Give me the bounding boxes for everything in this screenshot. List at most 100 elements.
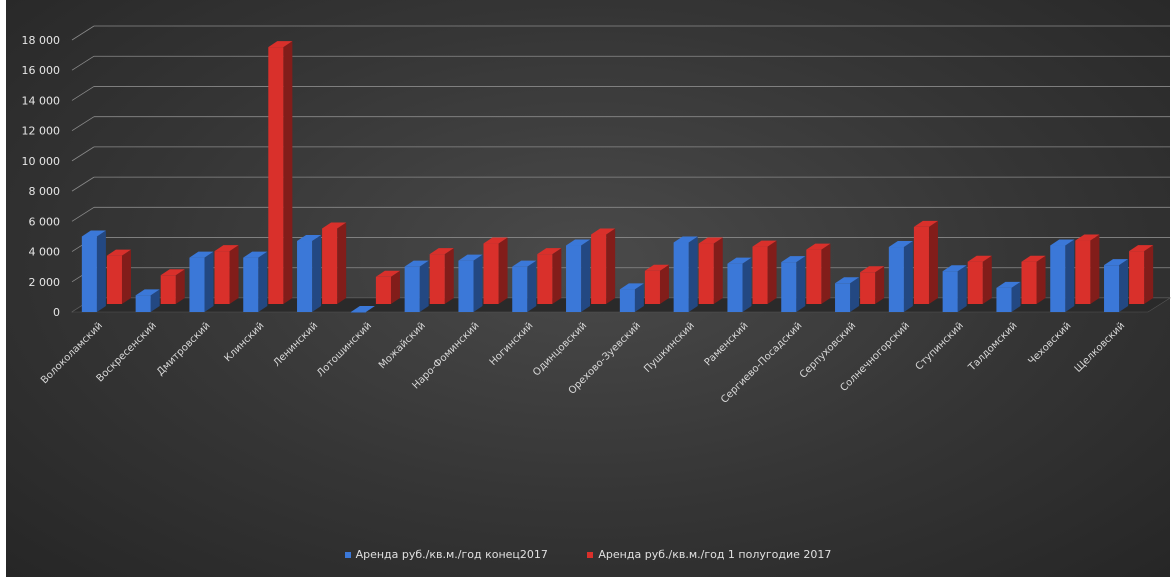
- gridline-depth: [71, 25, 95, 41]
- bar-series-1-side: [796, 256, 806, 312]
- bar-series-1: [243, 251, 268, 312]
- y-tick-label: 10 000: [22, 155, 61, 168]
- x-tick-label: Пушкинский: [642, 320, 697, 375]
- bar-series-2-side: [552, 248, 562, 304]
- x-tick-label: Клинский: [223, 320, 267, 364]
- y-tick-label: 18 000: [22, 34, 61, 47]
- x-tick-label: Воскресенский: [95, 320, 159, 384]
- bar-series-2: [698, 237, 723, 304]
- x-tick-label: Можайский: [377, 320, 428, 371]
- bar-series-1-side: [473, 254, 483, 312]
- bar-series-2-top: [752, 240, 777, 247]
- bar-series-2-side: [982, 255, 992, 304]
- bar-series-2: [268, 41, 293, 304]
- x-tick-label: Ступинский: [914, 320, 966, 372]
- bar-series-2-front: [214, 251, 230, 304]
- x-tick-label: Раменский: [703, 320, 751, 368]
- bar-series-2: [322, 222, 347, 304]
- bar-series-2-top: [806, 243, 831, 250]
- bar-series-2-side: [1090, 234, 1100, 304]
- gridline-depth: [71, 176, 95, 192]
- bar-series-2-front: [644, 270, 660, 304]
- bar-series-1: [512, 260, 537, 312]
- bar-series-1: [566, 239, 591, 312]
- bar-series-2: [644, 264, 669, 304]
- y-tick-label: 16 000: [22, 64, 61, 77]
- x-tick-label: Ногинский: [488, 320, 536, 368]
- bar-series-2-side: [713, 237, 723, 304]
- bar-series-2-top: [698, 237, 723, 244]
- bar-series-2-front: [752, 246, 768, 304]
- bar-series-1-top: [727, 257, 752, 264]
- bar-series-1-side: [150, 289, 160, 312]
- bar-series-1-front: [1050, 245, 1066, 312]
- bar-series-2: [1021, 255, 1046, 304]
- bar-series-2-side: [928, 220, 938, 304]
- bar-series-1-side: [1011, 281, 1021, 312]
- bar-series-1-top: [942, 265, 967, 272]
- bar-series-1-side: [581, 239, 591, 312]
- bar-series-1: [1104, 259, 1129, 312]
- legend: Аренда руб./кв.м./год конец2017 Аренда р…: [0, 548, 1176, 561]
- bar-series-2-front: [268, 47, 284, 304]
- bar-series-2-side: [498, 237, 508, 304]
- bar-series-2: [1129, 245, 1154, 304]
- bar-series-1-side: [419, 260, 429, 312]
- bar-series-2-top: [106, 249, 131, 256]
- bar-series-1-front: [297, 240, 313, 312]
- y-tick-label: 2 000: [29, 276, 61, 289]
- bar-series-1-top: [243, 251, 268, 258]
- bar-series-1-front: [350, 312, 366, 313]
- bar-series-1-top: [619, 283, 644, 290]
- legend-swatch-series-2: [587, 552, 594, 558]
- x-tick-label: Серпуховский: [798, 320, 858, 380]
- bar-series-1: [835, 277, 860, 312]
- bar-series-1-front: [619, 289, 635, 312]
- legend-item-series-1[interactable]: Аренда руб./кв.м./год конец2017: [344, 548, 548, 561]
- bar-series-1: [673, 236, 698, 312]
- x-tick-label: Одинцовский: [531, 320, 589, 378]
- bar-series-1-front: [458, 260, 474, 312]
- bar-series-1: [619, 283, 644, 312]
- bar-series-2-front: [1021, 261, 1037, 304]
- bar-series-2-front: [106, 255, 122, 304]
- bar-series-1-front: [189, 257, 205, 312]
- bar-series-1-front: [404, 266, 420, 312]
- bar-series-1-top: [673, 236, 698, 243]
- bar-series-1: [135, 289, 160, 312]
- bar-series-1-front: [888, 247, 904, 312]
- bar-series-1: [996, 281, 1021, 312]
- bar-series-2-top: [214, 245, 239, 252]
- bar-series-1-front: [835, 283, 851, 312]
- bar-series-2-top: [483, 237, 508, 244]
- gridline-depth: [71, 146, 95, 162]
- bar-series-2-top: [860, 266, 885, 273]
- bar-series-2-top: [322, 222, 347, 229]
- bar-series-2-side: [175, 269, 185, 304]
- bar-series-1-side: [96, 230, 106, 312]
- bar-series-1: [458, 254, 483, 312]
- bar-series-2-side: [390, 270, 400, 304]
- gridline-depth: [71, 116, 95, 132]
- bar-series-1-front: [243, 257, 259, 312]
- gridline-depth: [71, 206, 95, 222]
- bar-series-2-side: [606, 228, 616, 304]
- bar-series-1: [1050, 239, 1075, 312]
- bar-series-2: [1075, 234, 1100, 304]
- bar-series-2: [591, 228, 616, 304]
- bar-series-2-top: [160, 269, 185, 276]
- bar-series-1-top: [835, 277, 860, 284]
- x-tick-label: Чеховский: [1026, 320, 1073, 367]
- legend-item-series-2[interactable]: Аренда руб./кв.м./год 1 полугодие 2017: [587, 548, 831, 561]
- bar-series-2-side: [1144, 245, 1154, 304]
- bar-series-2-front: [967, 261, 983, 304]
- bar-series-2-front: [806, 249, 822, 304]
- bar-series-1-front: [566, 245, 582, 312]
- bar-series-2: [752, 240, 777, 304]
- bar-series-1-top: [512, 260, 537, 267]
- bar-series-1-front: [673, 242, 689, 312]
- bar-series-2: [375, 270, 400, 304]
- bar-series-1-front: [81, 236, 97, 312]
- bar-series-2: [967, 255, 992, 304]
- bar-series-1-side: [850, 277, 860, 312]
